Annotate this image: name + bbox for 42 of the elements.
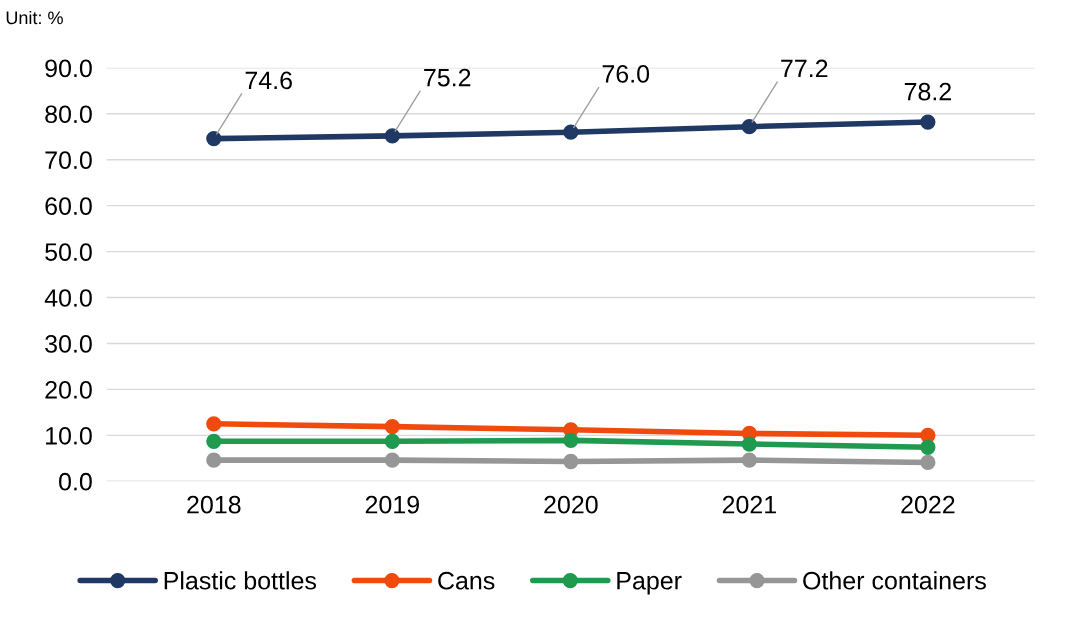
- x-tick-label: 2022: [901, 495, 955, 514]
- y-tick-label: 40.0: [44, 289, 92, 307]
- y-tick-label: 70.0: [45, 151, 92, 170]
- point: [206, 416, 222, 432]
- y-tick-label: 90.0: [45, 59, 92, 78]
- point: [384, 452, 400, 468]
- point: [920, 114, 936, 130]
- y-tick-label: 60.0: [45, 197, 92, 215]
- point: [741, 436, 758, 452]
- legend-label: Plastic bottles: [164, 571, 317, 590]
- x-tick-label: 2021: [722, 495, 776, 514]
- data-label: 76.0: [602, 65, 650, 83]
- x-tick-label: 2018: [187, 495, 241, 514]
- point: [384, 433, 400, 449]
- point: [384, 128, 400, 144]
- data-label: 78.2: [904, 82, 951, 101]
- data-label: 75.2: [424, 68, 471, 87]
- legend-label: Other containers: [803, 571, 986, 590]
- point: [741, 119, 758, 135]
- point: [563, 453, 579, 470]
- legend-label: Cans: [438, 571, 495, 590]
- point: [206, 130, 222, 147]
- data-label: 74.6: [245, 71, 292, 90]
- text: Unit: %: [6, 10, 63, 25]
- point: [384, 418, 400, 435]
- x-tick-label: 2019: [365, 495, 419, 514]
- data-label: 77.2: [781, 59, 828, 78]
- x-tick-label: 2020: [544, 495, 598, 514]
- point: [563, 432, 579, 449]
- y-tick-label: 30.0: [45, 335, 92, 353]
- point: [741, 452, 758, 468]
- legend-label: Paper: [617, 572, 682, 595]
- y-tick-label: 10.0: [46, 426, 92, 445]
- point: [206, 452, 222, 468]
- y-tick-label: 20.0: [45, 381, 92, 399]
- y-tick-label: 50.0: [45, 243, 92, 261]
- y-tick-label: 0.0: [59, 472, 92, 491]
- point: [563, 124, 579, 140]
- point: [206, 433, 222, 449]
- point: [920, 454, 936, 471]
- point: [920, 439, 936, 455]
- y-tick-label: 80.0: [45, 105, 92, 124]
